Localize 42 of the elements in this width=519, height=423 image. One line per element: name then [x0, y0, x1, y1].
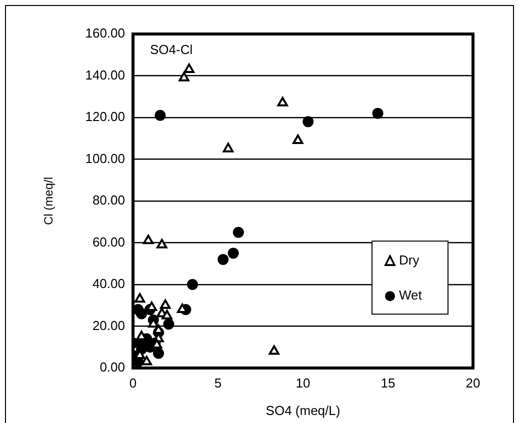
y-tick-label: 140.00 [85, 67, 125, 82]
point [142, 234, 154, 244]
point [184, 63, 194, 73]
x-tick-label: 15 [380, 375, 396, 390]
text: SO4-Cl [150, 42, 193, 58]
point [292, 134, 304, 144]
point [160, 299, 171, 309]
point [222, 142, 234, 152]
point [163, 318, 174, 330]
y-axis-title: Cl (meq/l [42, 176, 56, 226]
point [277, 96, 288, 106]
point [228, 248, 239, 259]
point [162, 310, 172, 320]
point [134, 293, 146, 303]
x-tick-label: 5 [214, 375, 222, 390]
point [218, 254, 229, 265]
point [268, 345, 280, 355]
y-tick-label: 60.00 [92, 234, 125, 250]
y-tick-label: 20.00 [92, 318, 125, 333]
point [187, 279, 198, 290]
x-tick-label: 10 [296, 375, 310, 390]
y-tick-label: 0.00 [100, 360, 125, 375]
y-tick-label: 120.00 [85, 109, 125, 124]
y-tick-label: 80.00 [92, 192, 125, 208]
point [232, 226, 244, 238]
y-tick-label: 160.00 [85, 26, 125, 41]
point [178, 72, 190, 82]
point [302, 116, 314, 128]
y-tick-label: 40.00 [92, 276, 125, 292]
x-tick-label: 20 [466, 375, 480, 390]
point [136, 308, 147, 320]
legend-label: Wet [399, 288, 422, 303]
point [153, 348, 164, 359]
point [372, 108, 384, 119]
legend-label: Dry [399, 252, 420, 268]
x-tick-label: 0 [129, 375, 137, 390]
x-axis-title: SO4 (meq/L) [266, 402, 340, 418]
y-tick-label: 100.00 [85, 150, 125, 166]
point [154, 110, 166, 121]
point [153, 324, 164, 334]
point [156, 238, 168, 248]
point [141, 356, 152, 366]
